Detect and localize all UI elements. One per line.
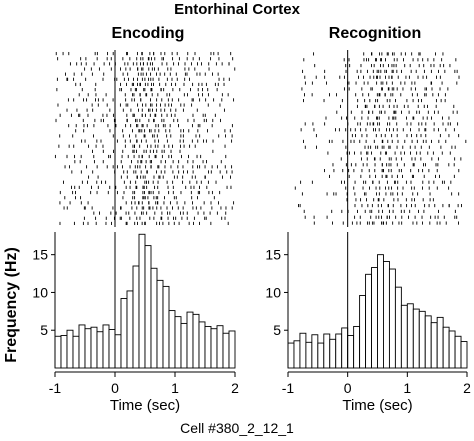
histogram-bar [442,326,450,369]
histogram-bar [317,342,325,369]
histogram-bar [186,311,194,369]
histogram-bar [198,321,206,369]
histogram-bar [305,341,313,369]
histogram-bar [287,342,295,369]
histogram-bar [448,330,456,369]
histogram-bar [406,303,414,369]
histogram-bar [96,331,104,369]
histogram-bar [394,286,402,369]
histogram-bar [359,295,367,369]
histogram-bar [204,325,212,369]
y-tick-label: 5 [273,322,281,338]
histogram-bar [430,322,438,369]
histogram-bar [424,315,432,369]
histogram-bar [377,254,384,369]
histogram-bar [132,265,140,369]
histogram-bar [418,310,426,369]
histogram-bar [66,329,74,369]
histogram-bar [311,334,319,369]
histogram-bar [329,338,337,369]
histogram-bar [144,245,152,369]
axes: 5 10 15 -1 0 1 2 Time (sec) [265,232,471,414]
histogram-bar [192,313,200,369]
x-axis-label: Time (sec) [342,397,412,414]
y-tick-label: 15 [265,247,281,263]
histogram-bar [293,340,301,369]
histogram-bar [347,335,355,369]
histogram-bar [400,304,408,369]
histogram-bar [365,273,372,369]
histogram-bar [436,316,444,369]
panel-title-encoding: Encoding [111,25,185,42]
histogram-bar [120,298,128,369]
histogram-bar [371,267,378,369]
histogram-bar [126,290,134,369]
raster-plot [54,50,236,227]
x-tick-label: 2 [463,380,471,396]
y-axis-label: Frequency (Hz) [3,247,20,363]
histogram-bar [383,261,390,369]
histogram [287,232,468,369]
histogram-bar [454,335,462,369]
figure-title: Entorhinal Cortex [174,1,300,18]
x-tick-label: 1 [403,380,411,396]
x-tick-label: 1 [171,380,179,396]
histogram-bar [228,330,236,369]
histogram-bar [460,341,468,369]
histogram-bar [60,335,68,369]
x-tick-label: 2 [231,380,239,396]
histogram-bar [150,267,158,369]
histogram-bar [108,329,116,369]
histogram-bar [341,327,349,369]
histogram-bar [114,334,122,369]
x-tick-label: 0 [111,380,119,396]
x-axis-label: Time (sec) [110,397,180,414]
y-tick-label: 10 [265,284,281,300]
histogram-bar [222,332,230,369]
histogram-bar [353,325,361,369]
histogram-bar [216,325,224,369]
histogram-bar [156,279,164,369]
histogram-bar [84,328,92,369]
x-tick-label: -1 [282,380,295,396]
figure-footer: Cell #380_2_12_1 [180,420,294,436]
histogram-bar [210,328,218,369]
histogram-bar [138,233,146,369]
y-tick-label: 15 [32,247,48,263]
panel-title-recognition: Recognition [328,25,422,42]
histogram-bar [335,333,343,369]
y-tick-label: 10 [32,284,48,300]
panel-recognition: 5 10 15 -1 0 1 2 Time (sec) [265,50,471,414]
histogram-bar [168,310,176,369]
histogram-bar [162,285,170,369]
histogram-bar [180,322,188,369]
y-tick-label: 5 [40,322,48,338]
x-tick-label: -1 [49,380,62,396]
histogram-bar [90,326,98,369]
panel-encoding: 5 10 15 -1 0 1 2 Time (sec) [32,50,239,414]
histogram-bar [299,332,307,369]
x-tick-label: 0 [344,380,352,396]
histogram-bar [72,335,80,369]
histogram-bar [388,268,396,369]
histogram-bar [174,316,182,369]
histogram-bar [54,335,62,369]
histogram-bar [78,324,86,369]
histogram [54,232,236,369]
histogram-bar [102,324,110,369]
raster-plot [294,50,467,227]
histogram-bar [412,308,420,369]
axes: 5 10 15 -1 0 1 2 Time (sec) [32,232,239,414]
histogram-bar [323,333,331,369]
